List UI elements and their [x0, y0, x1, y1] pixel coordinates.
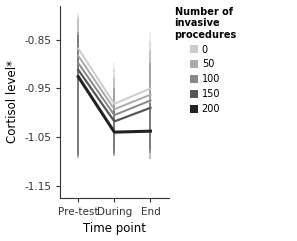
- X-axis label: Time point: Time point: [83, 222, 146, 235]
- Legend: 0, 50, 100, 150, 200: 0, 50, 100, 150, 200: [175, 7, 237, 114]
- Y-axis label: Cortisol level*: Cortisol level*: [6, 60, 18, 143]
